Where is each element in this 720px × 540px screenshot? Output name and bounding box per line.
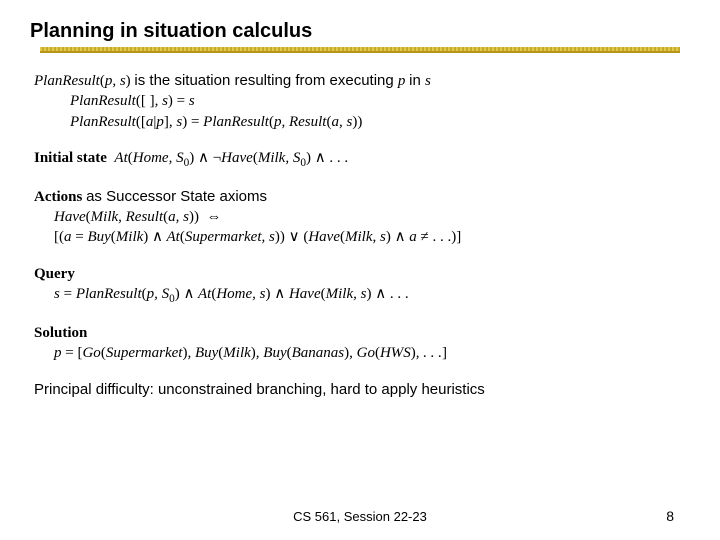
planresult-base: PlanResult([ ], s) = s — [70, 91, 686, 111]
difficulty: Principal difficulty: unconstrained bran… — [34, 380, 686, 400]
planresult-rec: PlanResult([a|p], s) = PlanResult(p, Res… — [70, 112, 686, 132]
footer: CS 561, Session 22-23 — [0, 509, 720, 524]
slide-title: Planning in situation calculus — [30, 20, 690, 43]
initial-state: Initial state At(Home, S0) ∧ ¬Have(Milk,… — [34, 148, 686, 171]
planresult-def: PlanResult(p, s) is the situation result… — [34, 71, 686, 91]
solution: Solution — [34, 323, 686, 343]
page-number: 8 — [666, 508, 674, 524]
query: Query — [34, 264, 686, 284]
slide: Planning in situation calculus PlanResul… — [0, 0, 720, 540]
actions: Actions as Successor State axioms — [34, 187, 686, 207]
slide-body: PlanResult(p, s) is the situation result… — [30, 53, 690, 400]
actions-l2: [(a = Buy(Milk) ∧ At(Supermarket, s)) ∨ … — [54, 227, 686, 247]
solution-line: p = [Go(Supermarket), Buy(Milk), Buy(Ban… — [54, 343, 686, 363]
query-line: s = PlanResult(p, S0) ∧ At(Home, s) ∧ Ha… — [54, 284, 686, 307]
actions-l1: Have(Milk, Result(a, s)) ⇔ — [54, 207, 686, 227]
